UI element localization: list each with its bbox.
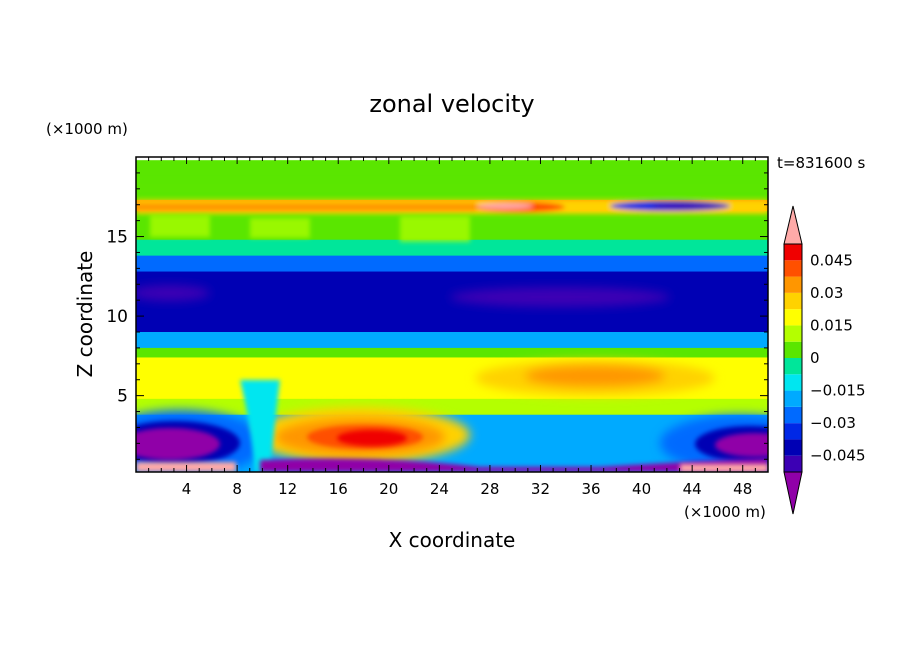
colorbar-box-12 — [784, 260, 802, 277]
contour-band-4 — [136, 255, 768, 273]
colorbar-box-2 — [784, 423, 802, 440]
y-axis-ticks: 5 10 15 — [106, 172, 768, 460]
colorbar-label-3: 0 — [810, 349, 820, 367]
x-tick-label-6: 28 — [480, 480, 499, 498]
colorbar-box-13 — [784, 244, 802, 261]
chart-title: zonal velocity — [369, 90, 534, 118]
colorbar-box-11 — [784, 276, 802, 293]
contour-band-6 — [136, 332, 768, 349]
contour-features — [136, 180, 768, 472]
contour-field — [136, 160, 768, 472]
x-tick-label-10: 44 — [683, 480, 702, 498]
contour-band-9 — [136, 398, 768, 416]
y-tick-label-1: 10 — [106, 307, 128, 327]
colorbar-box-8 — [784, 325, 802, 342]
contour-band-5 — [136, 271, 768, 333]
colorbar-box-1 — [784, 439, 802, 456]
colorbar-box-5 — [784, 374, 802, 391]
x-tick-label-0: 4 — [182, 480, 192, 498]
colorbar-box-10 — [784, 292, 802, 310]
colorbar-label-1: 0.03 — [810, 284, 843, 302]
colorbar-label-2: 0.015 — [810, 316, 853, 334]
x-axis-unit: (×1000 m) — [684, 503, 766, 521]
colorbar-label-4: −0.015 — [810, 382, 866, 400]
x-tick-label-3: 16 — [329, 480, 348, 498]
contour-band-3 — [136, 239, 768, 257]
x-tick-label-1: 8 — [232, 480, 242, 498]
time-label: t=831600 s — [777, 154, 865, 172]
x-axis-label: X coordinate — [389, 528, 516, 552]
colorbar-box-6 — [784, 358, 802, 375]
colorbar: 0.045 0.03 0.015 0 −0.015 −0.03 −0.045 — [783, 205, 866, 515]
colorbar-box-9 — [784, 309, 802, 326]
x-tick-label-9: 40 — [632, 480, 651, 498]
colorbar-label-6: −0.045 — [810, 447, 866, 465]
x-tick-label-11: 48 — [733, 480, 752, 498]
x-tick-label-7: 32 — [531, 480, 550, 498]
x-tick-label-5: 24 — [430, 480, 449, 498]
x-tick-label-4: 20 — [379, 480, 398, 498]
x-tick-label-2: 12 — [278, 480, 297, 498]
colorbar-box-7 — [784, 341, 802, 358]
y-axis-label: Z coordinate — [73, 251, 97, 378]
colorbar-box-0 — [784, 455, 802, 472]
colorbar-arrow-bottom — [783, 471, 803, 515]
contour-band-7 — [136, 347, 768, 359]
colorbar-arrow-top — [783, 205, 803, 245]
colorbar-label-0: 0.045 — [810, 251, 853, 269]
colorbar-box-4 — [784, 390, 802, 407]
y-tick-label-0: 5 — [117, 387, 128, 407]
x-tick-label-8: 36 — [581, 480, 600, 498]
y-tick-label-2: 15 — [106, 228, 128, 248]
y-axis-unit: (×1000 m) — [46, 120, 128, 138]
colorbar-box-3 — [784, 406, 802, 424]
colorbar-label-5: −0.03 — [810, 414, 856, 432]
colorbar-frame — [783, 243, 803, 473]
x-axis-ticks: 4 8 12 16 20 24 28 32 36 40 44 48 — [148, 157, 756, 498]
